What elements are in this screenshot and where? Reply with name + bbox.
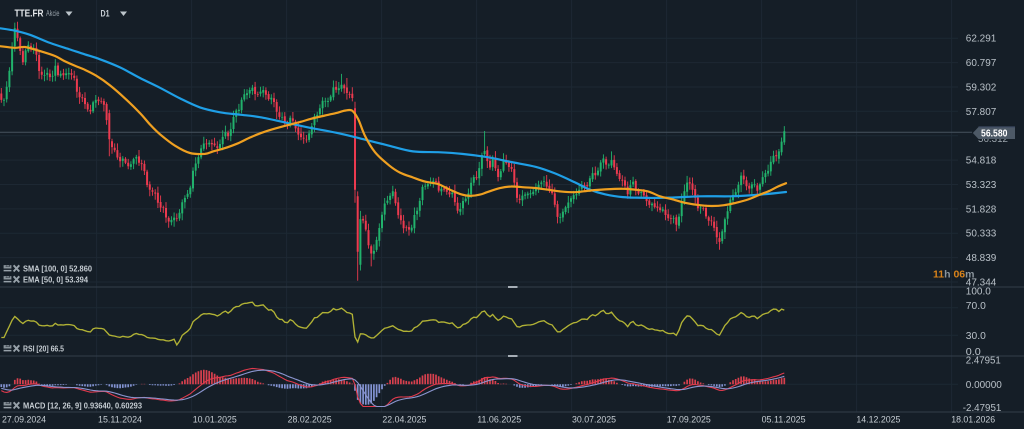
svg-text:50.333: 50.333: [966, 229, 997, 240]
svg-text:27.09.2024: 27.09.2024: [2, 415, 46, 426]
svg-text:-2.47951: -2.47951: [963, 403, 1002, 414]
svg-text:56.312: 56.312: [978, 134, 1008, 145]
svg-text:51.828: 51.828: [966, 204, 997, 215]
svg-text:MACD [12, 26, 9] 0.93640, 0.60: MACD [12, 26, 9] 0.93640, 0.60293: [23, 401, 142, 411]
svg-text:54.818: 54.818: [966, 156, 997, 167]
svg-text:18.01.2026: 18.01.2026: [951, 415, 995, 426]
svg-text:11.06.2025: 11.06.2025: [477, 415, 521, 426]
svg-text:17.09.2025: 17.09.2025: [667, 415, 711, 426]
svg-text:2.47951: 2.47951: [966, 356, 1001, 367]
svg-text:0.0: 0.0: [966, 347, 981, 358]
svg-text:SMA [100, 0] 52.860: SMA [100, 0] 52.860: [23, 264, 92, 274]
svg-text:EMA [50, 0] 53.394: EMA [50, 0] 53.394: [23, 275, 88, 285]
svg-text:11h 06m: 11h 06m: [933, 269, 974, 281]
svg-text:22.04.2025: 22.04.2025: [382, 415, 426, 426]
svg-text:47.344: 47.344: [966, 278, 997, 289]
svg-text:48.839: 48.839: [966, 253, 997, 264]
svg-text:56.580: 56.580: [981, 128, 1008, 140]
svg-text:TTE.FR: TTE.FR: [15, 9, 45, 20]
svg-text:30.07.2025: 30.07.2025: [572, 415, 616, 426]
svg-text:70.0: 70.0: [966, 301, 986, 312]
svg-text:100.0: 100.0: [966, 286, 991, 297]
svg-text:10.01.2025: 10.01.2025: [193, 415, 237, 426]
svg-text:59.302: 59.302: [966, 83, 997, 94]
svg-text:14.12.2025: 14.12.2025: [856, 415, 900, 426]
svg-text:D1: D1: [101, 9, 111, 20]
svg-text:53.323: 53.323: [966, 180, 997, 191]
svg-text:15.11.2024: 15.11.2024: [98, 415, 142, 426]
svg-text:05.11.2025: 05.11.2025: [762, 415, 806, 426]
svg-text:28.02.2025: 28.02.2025: [288, 415, 332, 426]
svg-text:62.291: 62.291: [966, 34, 997, 45]
svg-text:30.0: 30.0: [966, 331, 986, 342]
svg-text:57.807: 57.807: [966, 107, 997, 118]
svg-text:60.797: 60.797: [966, 58, 997, 69]
svg-text:RSI [20] 66.5: RSI [20] 66.5: [23, 344, 64, 354]
svg-text:0.00000: 0.00000: [966, 380, 1002, 391]
svg-text:Akcie: Akcie: [46, 9, 60, 18]
